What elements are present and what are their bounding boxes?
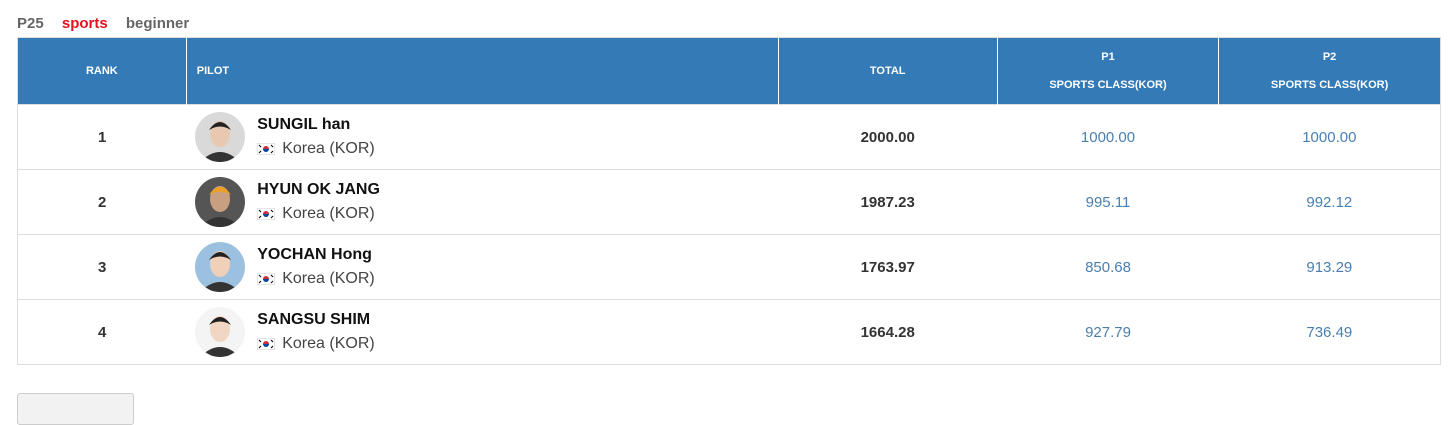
country-name: Korea (KOR): [282, 205, 375, 222]
country: Korea (KOR): [257, 270, 375, 288]
country: Korea (KOR): [257, 205, 380, 223]
p1-title: P1: [1101, 51, 1115, 63]
table-body: 1 SUNGIL han Korea (KOR) 2000.00 1000.00 1000…: [17, 104, 1441, 365]
avatar: [195, 242, 246, 292]
p2-score: 992.12: [1218, 169, 1441, 235]
country: Korea (KOR): [257, 335, 375, 353]
rank: 2: [17, 169, 187, 235]
rank: 1: [17, 104, 187, 170]
button[interactable]: [17, 393, 134, 425]
country-name: Korea (KOR): [282, 335, 375, 352]
total-header: TOTAL: [777, 37, 998, 105]
pilot-cell: SANGSU SHIM Korea (KOR): [186, 299, 779, 365]
flag: [257, 143, 276, 155]
p1-score: 995.11: [997, 169, 1219, 235]
p1-subtitle: SPORTS CLASS(KOR): [1049, 79, 1167, 91]
level-label: beginner: [125, 15, 190, 32]
pilot-row: 4 SANGSU SHIM Korea (KOR) 1664.28 927.79 736.…: [17, 299, 1441, 365]
pilot-info: YOCHAN Hong Korea (KOR): [186, 242, 778, 292]
flag: [257, 338, 276, 350]
results-table: RANK PILOT TOTAL P1 SPORTS CLASS(KOR) P2 S…: [17, 37, 1441, 365]
p2-score: 1000.00: [1218, 104, 1441, 170]
pilot-name: SUNGIL han: [257, 116, 351, 133]
pilot-text: YOCHAN Hong Korea (KOR): [257, 246, 375, 288]
total: 1987.23: [778, 169, 998, 235]
p2-header: P2 SPORTS CLASS(KOR): [1218, 37, 1441, 105]
p2-title: P2: [1322, 51, 1337, 63]
p2-subtitle: SPORTS CLASS(KOR): [1270, 79, 1389, 91]
pilot-text: SUNGIL han Korea (KOR): [257, 116, 375, 158]
rank: 3: [17, 234, 187, 300]
total: 1763.97: [778, 234, 998, 300]
pilot-info: SUNGIL han Korea (KOR): [186, 112, 778, 162]
country: Korea (KOR): [257, 140, 375, 158]
pilot-cell: YOCHAN Hong Korea (KOR): [186, 234, 779, 300]
pilot-cell: SUNGIL han Korea (KOR): [186, 104, 779, 170]
total: 1664.28: [778, 299, 998, 365]
header-row: RANK PILOT TOTAL P1 SPORTS CLASS(KOR) P2 S…: [17, 37, 1441, 105]
pilot-info: HYUN OK JANG Korea (KOR): [186, 177, 778, 227]
category-label: sports: [61, 15, 108, 32]
pilot-info: SANGSU SHIM Korea (KOR): [186, 307, 778, 357]
p1-score: 1000.00: [997, 104, 1219, 170]
total: 2000.00: [778, 104, 998, 170]
p1-score: 927.79: [997, 299, 1219, 365]
pilot-text: HYUN OK JANG Korea (KOR): [257, 181, 380, 223]
country-name: Korea (KOR): [282, 140, 375, 157]
pilot-text: SANGSU SHIM Korea (KOR): [257, 311, 375, 353]
avatar: [195, 112, 246, 162]
p1-header: P1 SPORTS CLASS(KOR): [996, 37, 1219, 105]
pilot-cell: HYUN OK JANG Korea (KOR): [186, 169, 779, 235]
p2-score: 736.49: [1218, 299, 1441, 365]
pilot-row: 3 YOCHAN Hong Korea (KOR) 1763.97 850.68 913.…: [17, 234, 1441, 300]
pilot-name: SANGSU SHIM: [257, 311, 371, 328]
p1-score: 850.68: [997, 234, 1219, 300]
rank: 4: [17, 299, 187, 365]
pilot-row: 1 SUNGIL han Korea (KOR) 2000.00 1000.00 1000…: [17, 104, 1441, 170]
rank-header: RANK: [17, 37, 187, 105]
pilot-header: PILOT: [185, 37, 779, 105]
country-name: Korea (KOR): [282, 270, 375, 287]
pilot-name: HYUN OK JANG: [257, 181, 380, 198]
p2-score: 913.29: [1218, 234, 1441, 300]
pilot-name: YOCHAN Hong: [257, 246, 372, 263]
pilot-row: 2 HYUN OK JANG Korea (KOR) 1987.23 995.11 992…: [17, 169, 1441, 235]
avatar: [195, 307, 246, 357]
flag: [257, 273, 276, 285]
avatar: [195, 177, 246, 227]
page: P25 sports beginner RANK PILOT TOTAL P1 S…: [17, 15, 1441, 425]
class-label: P25: [17, 15, 44, 32]
flag: [257, 208, 276, 220]
breadcrumb: P25 sports beginner: [17, 15, 203, 32]
